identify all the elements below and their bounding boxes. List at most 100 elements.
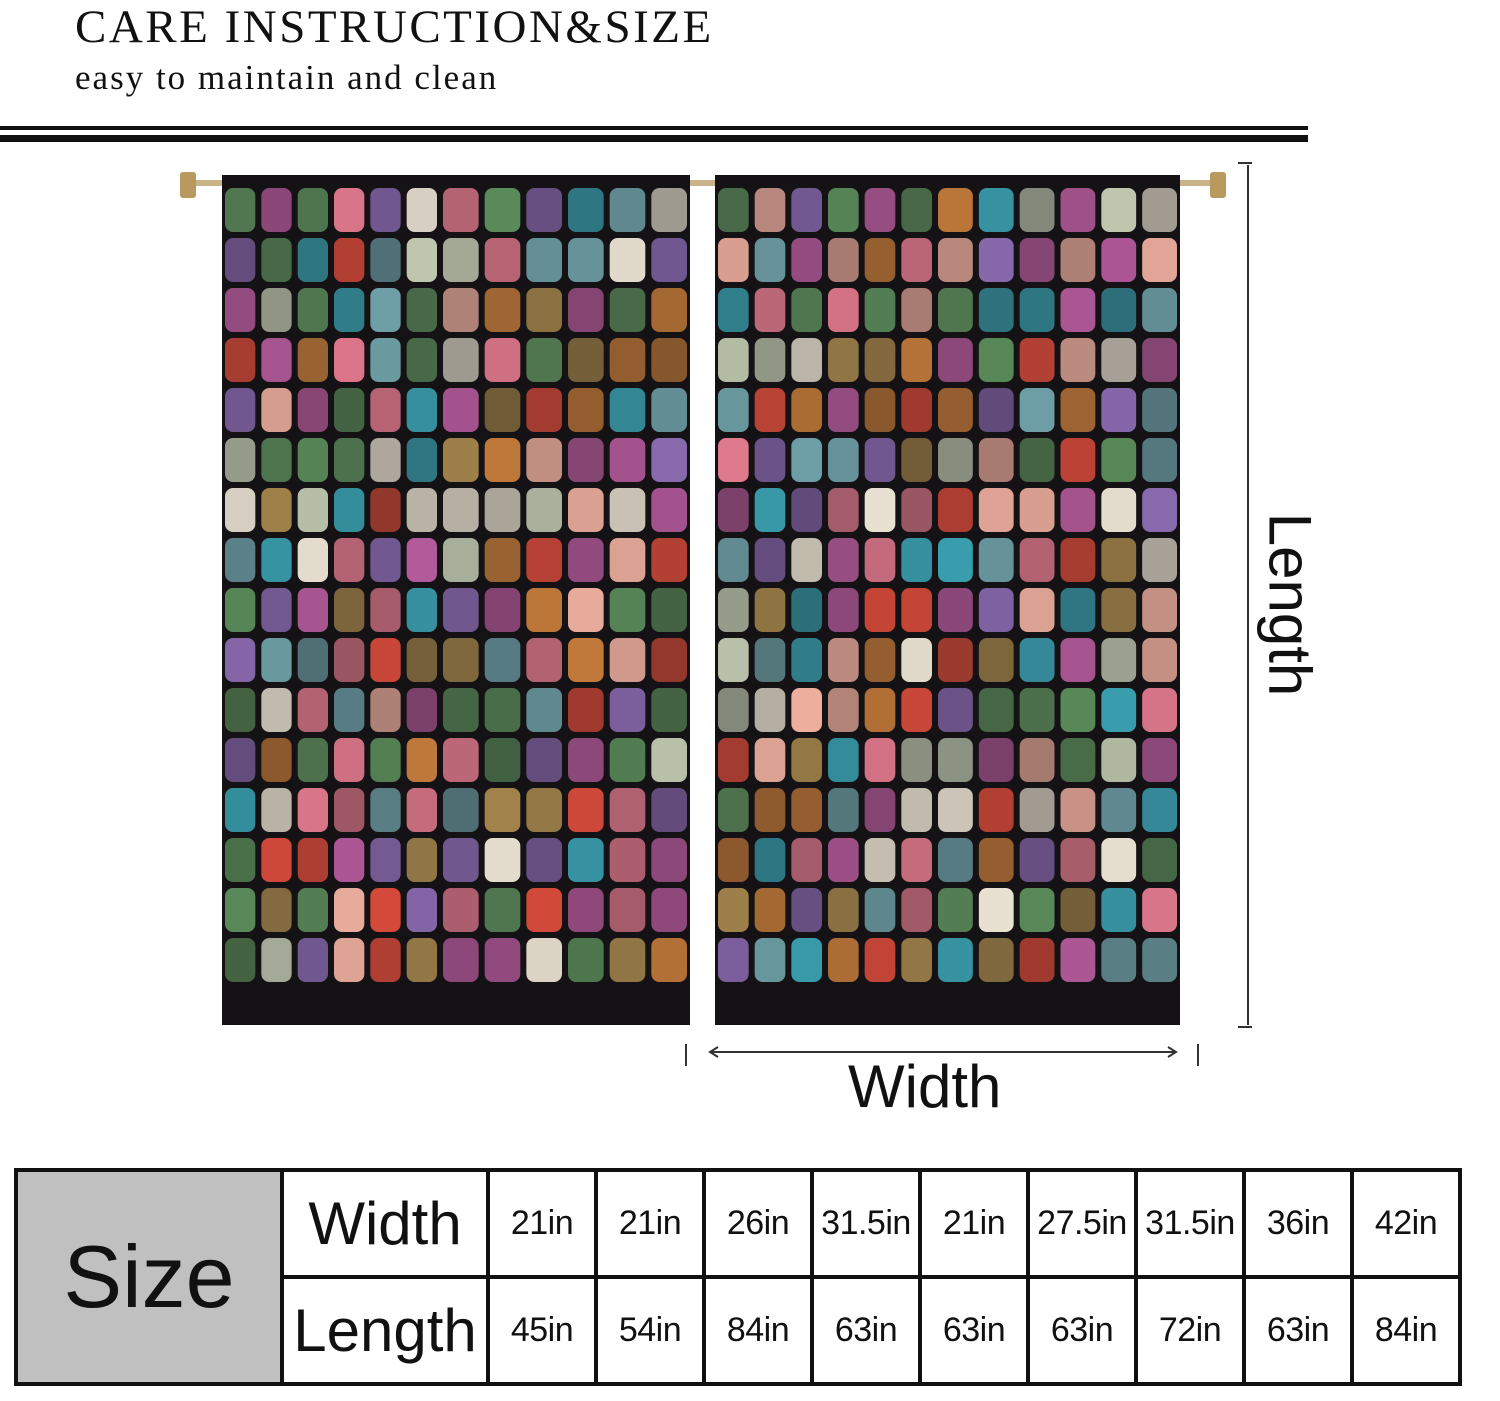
glass-piece (901, 788, 932, 832)
glass-piece (1019, 538, 1055, 582)
glass-piece (938, 338, 973, 382)
glass-piece (334, 838, 365, 882)
glass-piece (651, 588, 687, 632)
glass-piece (297, 638, 328, 682)
glass-piece (791, 488, 822, 532)
glass-piece (526, 588, 562, 632)
glass-piece (526, 888, 562, 932)
glass-piece (297, 588, 328, 632)
glass-piece (1142, 388, 1177, 432)
glass-piece (568, 288, 604, 332)
glass-piece (1101, 888, 1137, 932)
glass-piece (297, 838, 328, 882)
glass-piece (938, 788, 973, 832)
glass-piece (1019, 438, 1055, 482)
width-label: Width (848, 1053, 1002, 1120)
glass-piece (901, 188, 932, 232)
curtain-panel (222, 175, 440, 1025)
glass-piece (484, 488, 521, 532)
glass-piece (370, 338, 401, 382)
glass-piece (568, 688, 604, 732)
glass-piece (484, 838, 521, 882)
glass-piece (1060, 788, 1096, 832)
glass-piece (938, 388, 973, 432)
glass-piece (864, 638, 896, 682)
glass-piece (406, 938, 437, 982)
glass-piece (1019, 788, 1055, 832)
glass-piece (718, 338, 749, 382)
glass-piece (526, 338, 562, 382)
glass-piece (938, 538, 973, 582)
glass-piece (828, 338, 859, 382)
glass-piece (754, 888, 786, 932)
table-cell: 84in (1350, 1275, 1462, 1386)
glass-piece (484, 788, 521, 832)
glass-piece (978, 788, 1014, 832)
glass-piece (901, 638, 932, 682)
glass-piece (651, 538, 687, 582)
table-cell: 31.5in (810, 1168, 922, 1279)
glass-piece (978, 938, 1014, 982)
curtain-panel (440, 175, 690, 1025)
glass-piece (1142, 338, 1177, 382)
glass-piece (568, 538, 604, 582)
glass-piece (225, 238, 256, 282)
glass-piece (1142, 888, 1177, 932)
glass-piece (484, 538, 521, 582)
glass-piece (754, 338, 786, 382)
glass-piece (443, 238, 479, 282)
table-cell: 63in (810, 1275, 922, 1386)
glass-piece (609, 688, 646, 732)
glass-piece (978, 338, 1014, 382)
glass-piece (754, 688, 786, 732)
glass-piece (978, 538, 1014, 582)
size-table: Size Width 21in 21in 26in 31.5in 21in 27… (14, 1168, 1462, 1386)
glass-piece (1019, 238, 1055, 282)
glass-piece (484, 188, 521, 232)
glass-piece (718, 938, 749, 982)
table-cell: 31.5in (1134, 1168, 1246, 1279)
glass-piece (718, 488, 749, 532)
curtain-panel (715, 175, 935, 1025)
glass-piece (225, 488, 256, 532)
glass-piece (225, 838, 256, 882)
glass-piece (297, 388, 328, 432)
glass-piece (1060, 738, 1096, 782)
glass-piece (568, 338, 604, 382)
glass-piece (901, 538, 932, 582)
glass-piece (718, 888, 749, 932)
glass-piece (1142, 738, 1177, 782)
glass-piece (828, 738, 859, 782)
rod-end-left (180, 172, 196, 198)
glass-piece (864, 488, 896, 532)
glass-piece (334, 238, 365, 282)
glass-piece (443, 638, 479, 682)
glass-piece (1142, 188, 1177, 232)
table-cell: 26in (702, 1168, 814, 1279)
glass-piece (297, 288, 328, 332)
glass-piece (225, 788, 256, 832)
table-cell: 84in (702, 1275, 814, 1386)
glass-piece (1060, 338, 1096, 382)
glass-piece (609, 188, 646, 232)
glass-piece (334, 288, 365, 332)
glass-piece (406, 438, 437, 482)
glass-piece (297, 538, 328, 582)
table-cell: 63in (1026, 1275, 1138, 1386)
glass-piece (754, 788, 786, 832)
glass-piece (718, 438, 749, 482)
glass-piece (651, 838, 687, 882)
glass-piece (978, 488, 1014, 532)
glass-piece (938, 238, 973, 282)
glass-piece (484, 288, 521, 332)
glass-piece (901, 688, 932, 732)
glass-piece (406, 888, 437, 932)
glass-piece (791, 888, 822, 932)
glass-piece (718, 788, 749, 832)
glass-piece (1101, 838, 1137, 882)
glass-piece (484, 588, 521, 632)
glass-piece (791, 588, 822, 632)
glass-piece (443, 588, 479, 632)
glass-piece (1101, 338, 1137, 382)
glass-piece (938, 438, 973, 482)
